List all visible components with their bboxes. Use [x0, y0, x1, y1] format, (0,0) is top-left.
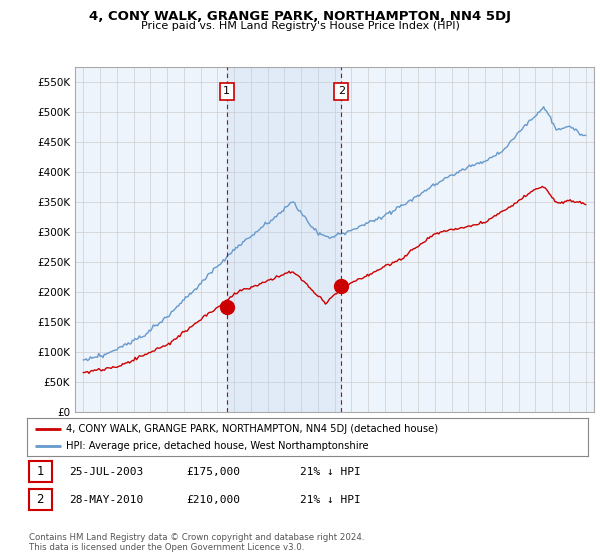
Text: 4, CONY WALK, GRANGE PARK, NORTHAMPTON, NN4 5DJ: 4, CONY WALK, GRANGE PARK, NORTHAMPTON, …	[89, 10, 511, 23]
Text: Contains HM Land Registry data © Crown copyright and database right 2024.: Contains HM Land Registry data © Crown c…	[29, 533, 364, 542]
Text: 1: 1	[37, 465, 44, 478]
Text: 21% ↓ HPI: 21% ↓ HPI	[300, 466, 361, 477]
Text: 25-JUL-2003: 25-JUL-2003	[69, 466, 143, 477]
Text: Price paid vs. HM Land Registry's House Price Index (HPI): Price paid vs. HM Land Registry's House …	[140, 21, 460, 31]
Text: This data is licensed under the Open Government Licence v3.0.: This data is licensed under the Open Gov…	[29, 543, 304, 552]
Text: 2: 2	[338, 86, 345, 96]
Text: £175,000: £175,000	[186, 466, 240, 477]
Bar	[227, 67, 341, 412]
Text: HPI: Average price, detached house, West Northamptonshire: HPI: Average price, detached house, West…	[66, 441, 369, 451]
Text: 21% ↓ HPI: 21% ↓ HPI	[300, 494, 361, 505]
Text: 4, CONY WALK, GRANGE PARK, NORTHAMPTON, NN4 5DJ (detached house): 4, CONY WALK, GRANGE PARK, NORTHAMPTON, …	[66, 424, 439, 434]
Text: 28-MAY-2010: 28-MAY-2010	[69, 494, 143, 505]
Text: £210,000: £210,000	[186, 494, 240, 505]
Text: 1: 1	[223, 86, 230, 96]
Text: 2: 2	[37, 493, 44, 506]
